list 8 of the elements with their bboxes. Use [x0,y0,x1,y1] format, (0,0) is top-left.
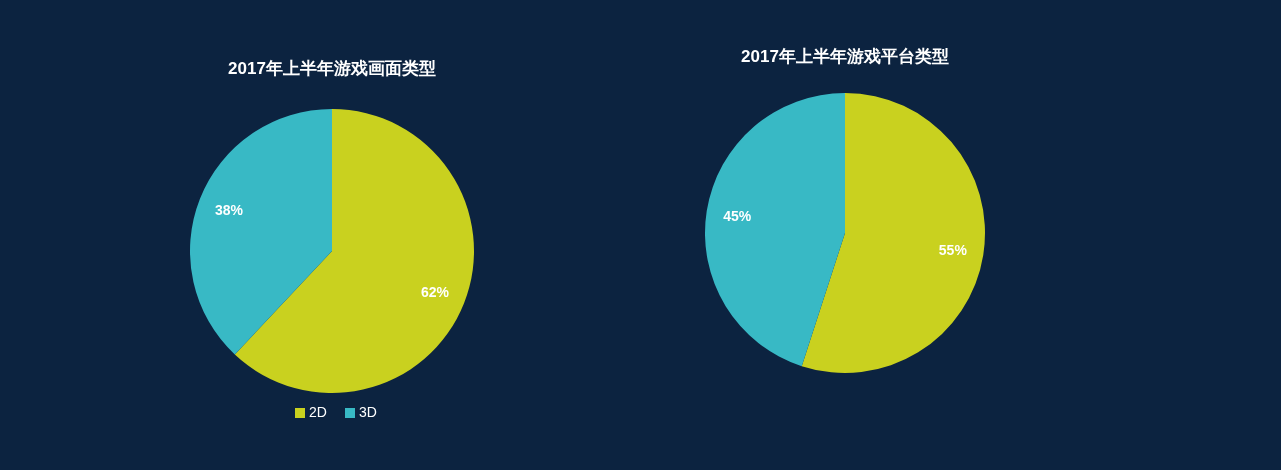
data-label: 38% [215,202,244,219]
data-label: 45% [723,207,752,224]
chart-title: 2017年上半年游戏平台类型 [741,47,949,66]
chart-title: 2017年上半年游戏画面类型 [228,59,436,78]
data-label: 55% [938,242,968,259]
legend-label: 3D [359,404,377,420]
data-label: 62% [420,283,450,300]
legend-label: 2D [309,404,327,420]
